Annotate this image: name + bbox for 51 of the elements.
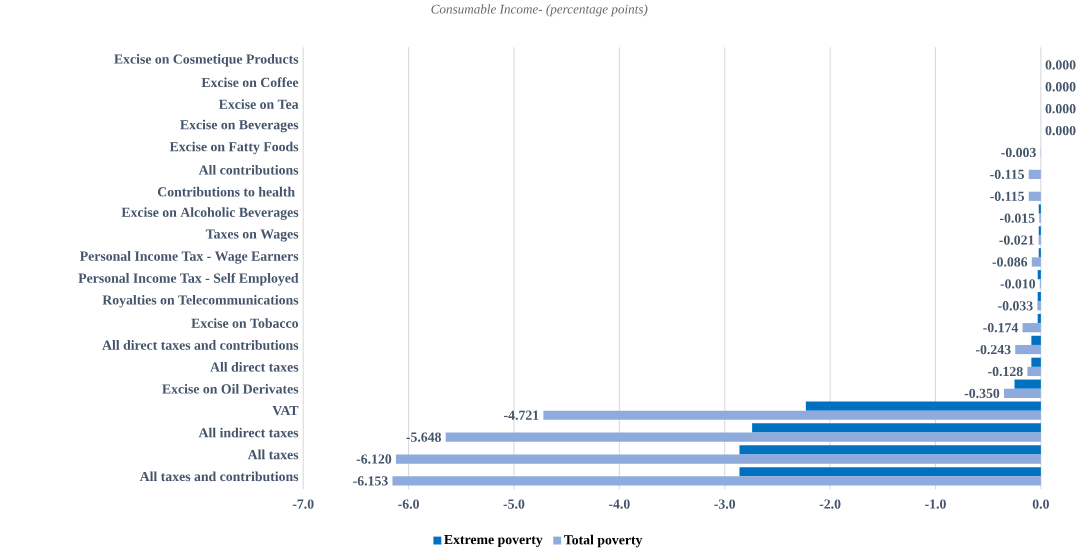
x-tick-label: -3.0 <box>714 499 736 509</box>
y-tick-label: Excise on Coffee <box>201 77 299 87</box>
y-tick-label: VAT <box>272 405 299 416</box>
data-label: -6.153 <box>353 476 388 486</box>
y-tick-label: Personal Income Tax - Self Employed <box>78 272 299 286</box>
y-tick-label: Excise on Tea <box>218 99 299 109</box>
y-tick-label: Royalties on Telecommunications <box>102 294 299 308</box>
data-label: -0.086 <box>992 257 1028 267</box>
data-label: -0.128 <box>988 366 1023 376</box>
chart-title: Consumable Income- (percentage points) <box>431 4 648 17</box>
data-label: 0.000 <box>1045 59 1076 70</box>
data-label: 0.000 <box>1045 125 1076 136</box>
y-tick-label: All taxes <box>247 449 299 460</box>
x-tick-label: 0.0 <box>1032 499 1049 509</box>
x-tick-label: -1.0 <box>925 499 946 509</box>
y-tick-label: Excise on Tobacco <box>191 317 299 328</box>
y-tick-label: Excise on Oil Derivates <box>162 383 299 394</box>
data-label: -0.350 <box>964 388 1000 398</box>
data-label: -0.174 <box>983 322 1019 333</box>
legend-label: Extreme poverty <box>444 534 543 547</box>
data-label: -0.115 <box>990 191 1025 201</box>
data-label: -5.648 <box>406 432 442 442</box>
x-tick-label: -7.0 <box>292 499 314 509</box>
data-label: -0.015 <box>999 213 1035 223</box>
y-tick-label: Contributions to health <box>157 186 295 197</box>
x-tick-label: -6.0 <box>398 499 419 509</box>
y-tick-label: Taxes on Wages <box>205 229 299 242</box>
data-label: -0.003 <box>1001 147 1036 157</box>
y-tick-label: Excise on Alcoholic Beverages <box>121 207 299 220</box>
y-tick-label: All direct taxes <box>210 361 299 372</box>
y-tick-label: Excise on Fatty Foods <box>169 141 299 154</box>
x-tick-label: -4.0 <box>608 499 630 509</box>
y-tick-label: All indirect taxes <box>198 427 299 438</box>
data-label: -0.033 <box>998 300 1033 311</box>
data-label: -4.721 <box>504 410 539 420</box>
data-label: -0.021 <box>999 235 1034 245</box>
data-label: -6.120 <box>356 454 392 464</box>
data-label: 0.000 <box>1045 81 1076 92</box>
y-tick-label: Excise on Cosmetique Products <box>114 53 299 67</box>
y-tick-label: Personal Income Tax - Wage Earners <box>79 250 299 264</box>
y-tick-label: All taxes and contributions <box>139 471 299 481</box>
data-label: 0.000 <box>1045 103 1076 114</box>
data-label: -0.243 <box>975 344 1011 354</box>
legend-label: Total poverty <box>563 534 643 548</box>
data-label: -0.115 <box>990 169 1025 179</box>
y-tick-label: Excise on Beverages <box>180 119 299 133</box>
x-tick-label: -2.0 <box>819 499 841 509</box>
y-tick-label: All direct taxes and contributions <box>102 339 299 350</box>
y-tick-label: All contributions <box>198 164 299 175</box>
data-label: -0.010 <box>1000 278 1036 289</box>
x-tick-label: -5.0 <box>503 499 525 509</box>
